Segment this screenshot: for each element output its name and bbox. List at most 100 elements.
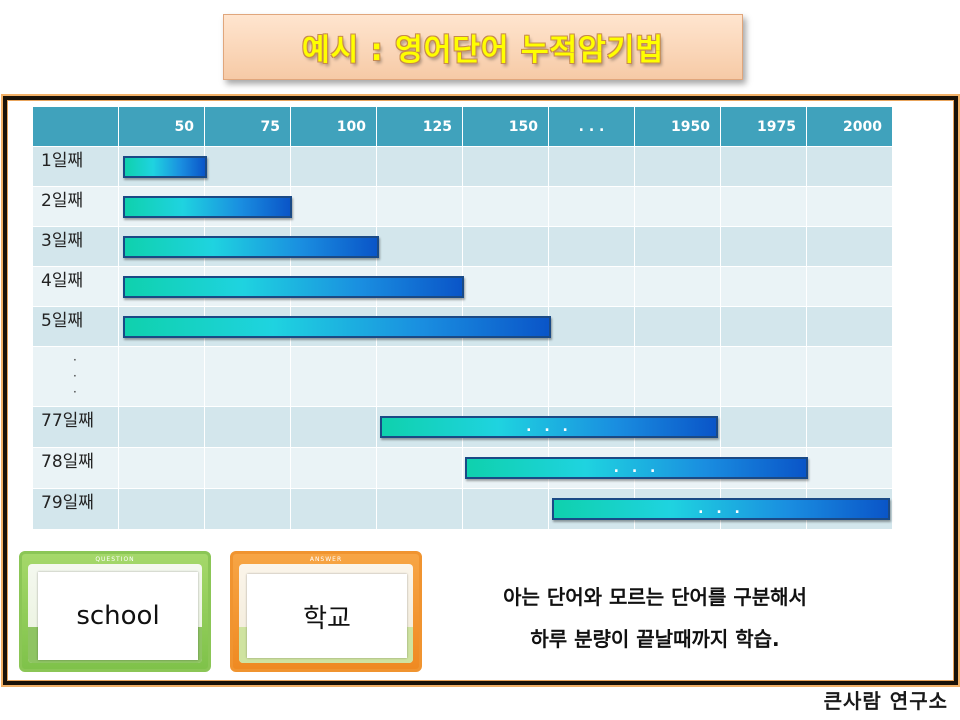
progress-bar: . . . (465, 457, 808, 479)
grid-cell (119, 447, 205, 488)
grid-cell (721, 186, 807, 226)
grid-cell (549, 186, 635, 226)
grid-cell (33, 266, 119, 306)
column-header: 125 (377, 107, 463, 146)
grid-cell (377, 226, 463, 266)
grid-cell (635, 146, 721, 186)
row-label: 4일째 (41, 271, 84, 291)
grid-cell (549, 306, 635, 346)
grid-cell (291, 488, 377, 529)
grid-cell (291, 146, 377, 186)
grid-cell (33, 226, 119, 266)
answer-card: ANSWER 학교 (230, 551, 422, 672)
grid-cell (291, 186, 377, 226)
chart-row: 3일째 (33, 226, 893, 266)
row-label: · · · (73, 353, 77, 399)
grid-cell (205, 447, 291, 488)
row-label: 78일째 (41, 452, 94, 472)
chart-row: 4일째 (33, 266, 893, 306)
grid-cell (377, 346, 463, 406)
grid-cell (33, 346, 119, 406)
answer-card-tag: ANSWER (309, 556, 343, 563)
grid-cell (807, 146, 893, 186)
question-card: QUESTION school (19, 551, 211, 672)
grid-cell (721, 306, 807, 346)
grid-cell (377, 488, 463, 529)
grid-cell (807, 406, 893, 447)
grid-cell (721, 346, 807, 406)
grid-cell (721, 226, 807, 266)
grid-cell (635, 186, 721, 226)
column-header: 75 (205, 107, 291, 146)
row-label: 1일째 (41, 151, 84, 171)
progress-bar (123, 276, 464, 298)
grid-cell (119, 406, 205, 447)
grid-cell (205, 146, 291, 186)
column-header: 100 (291, 107, 377, 146)
column-header: 2000 (807, 107, 893, 146)
grid-cell (721, 146, 807, 186)
progress-bar (123, 156, 207, 178)
header-corner-cell (33, 107, 119, 146)
grid-cell (291, 447, 377, 488)
grid-cell (721, 406, 807, 447)
grid-cell (33, 488, 119, 529)
column-header: 150 (463, 107, 549, 146)
grid-cell (33, 146, 119, 186)
grid-cell (807, 186, 893, 226)
progress-chart: 50 75 100 125 150. . . 1950 1975 2000 1일째 2일째 3일째 4… (33, 107, 893, 530)
column-header: 50 (119, 107, 205, 146)
grid-cell (807, 226, 893, 266)
grid-cell (205, 346, 291, 406)
question-card-tag: QUESTION (95, 556, 135, 563)
grid-cell (549, 146, 635, 186)
grid-cell (119, 346, 205, 406)
grid-cell (549, 346, 635, 406)
page-title: 예시 : 영어단어 누적암기법 (302, 33, 664, 68)
grid-cell (463, 266, 549, 306)
row-label: 3일째 (41, 231, 84, 251)
grid-cell (33, 306, 119, 346)
grid-cell (205, 488, 291, 529)
grid-cell (377, 146, 463, 186)
grid-cell (807, 266, 893, 306)
row-label: 77일째 (41, 411, 94, 431)
grid-cell (721, 266, 807, 306)
chart-row: · · · (33, 346, 893, 406)
grid-cell (463, 346, 549, 406)
progress-bar: . . . (380, 416, 718, 438)
grid-cell (463, 226, 549, 266)
progress-bar: . . . (552, 498, 890, 520)
grid-cell (635, 306, 721, 346)
description-line-1: 아는 단어와 모르는 단어를 구분해서 (503, 585, 807, 609)
column-header: . . . (549, 107, 635, 146)
grid-cell (549, 266, 635, 306)
grid-cell (635, 226, 721, 266)
chart-row: 1일째 (33, 146, 893, 186)
grid-cell (377, 447, 463, 488)
description-line-2: 하루 분량이 끝날때까지 학습. (530, 627, 780, 651)
answer-card-word: 학교 (247, 574, 407, 658)
grid-cell (291, 346, 377, 406)
column-header: 1950 (635, 107, 721, 146)
grid-cell (807, 306, 893, 346)
grid-cell (119, 488, 205, 529)
grid-cell (291, 406, 377, 447)
grid-cell (377, 186, 463, 226)
grid-cell (463, 186, 549, 226)
row-label: 5일째 (41, 311, 84, 331)
grid-cell (463, 488, 549, 529)
row-label: 2일째 (41, 191, 84, 211)
grid-cell (33, 186, 119, 226)
grid-cell (807, 447, 893, 488)
title-box: 예시 : 영어단어 누적암기법 (223, 14, 743, 80)
grid-cell (205, 406, 291, 447)
grid-cell (549, 226, 635, 266)
grid-cell (33, 447, 119, 488)
column-header: 1975 (721, 107, 807, 146)
grid-cell (807, 346, 893, 406)
row-label: 79일째 (41, 493, 94, 513)
grid-cell (635, 346, 721, 406)
grid-cell (463, 146, 549, 186)
progress-bar (123, 316, 551, 338)
